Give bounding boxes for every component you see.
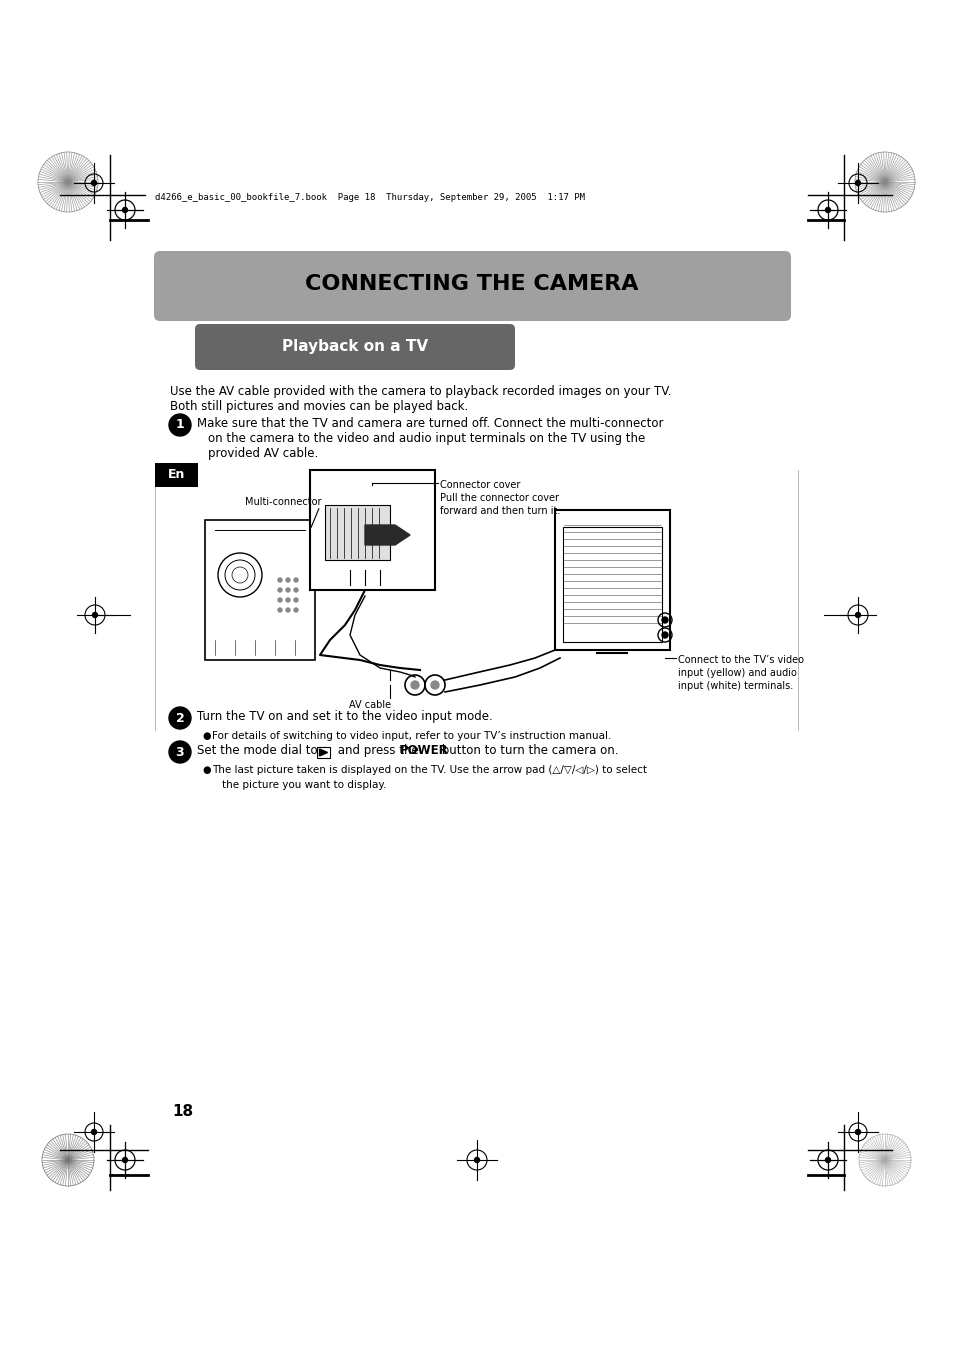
Circle shape: [474, 1158, 479, 1162]
Text: ●: ●: [202, 731, 211, 740]
Text: For details of switching to video input, refer to your TV’s instruction manual.: For details of switching to video input,…: [212, 731, 611, 740]
FancyBboxPatch shape: [153, 251, 790, 322]
Polygon shape: [365, 526, 410, 544]
Circle shape: [855, 612, 860, 617]
Bar: [310, 470, 435, 590]
Circle shape: [855, 181, 860, 185]
Circle shape: [169, 707, 191, 730]
Text: input (yellow) and audio: input (yellow) and audio: [678, 667, 796, 678]
Text: The last picture taken is displayed on the TV. Use the arrow pad (△/▽/◁/▷) to se: The last picture taken is displayed on t…: [212, 765, 646, 775]
Text: 1: 1: [175, 419, 184, 431]
Circle shape: [661, 617, 667, 623]
Text: Pull the connector cover: Pull the connector cover: [439, 493, 558, 503]
Circle shape: [824, 1158, 830, 1162]
Text: CONNECTING THE CAMERA: CONNECTING THE CAMERA: [305, 274, 639, 295]
Text: Turn the TV on and set it to the video input mode.: Turn the TV on and set it to the video i…: [196, 711, 493, 723]
Text: Both still pictures and movies can be played back.: Both still pictures and movies can be pl…: [170, 400, 468, 413]
Circle shape: [294, 598, 297, 603]
Circle shape: [277, 598, 282, 603]
Text: En: En: [168, 469, 185, 481]
Circle shape: [91, 1129, 96, 1135]
Text: Connector cover: Connector cover: [439, 480, 519, 490]
Text: 18: 18: [172, 1105, 193, 1120]
Text: Connect to the TV’s video: Connect to the TV’s video: [678, 655, 803, 665]
Text: Multi-connector: Multi-connector: [245, 497, 321, 507]
Circle shape: [286, 598, 290, 603]
Circle shape: [294, 608, 297, 612]
Circle shape: [169, 740, 191, 763]
Circle shape: [277, 608, 282, 612]
Polygon shape: [319, 748, 327, 757]
Circle shape: [169, 413, 191, 436]
Text: d4266_e_basic_00_bookfile_7.book  Page 18  Thursday, September 29, 2005  1:17 PM: d4266_e_basic_00_bookfile_7.book Page 18…: [154, 192, 584, 201]
Circle shape: [661, 632, 667, 638]
Text: Use the AV cable provided with the camera to playback recorded images on your TV: Use the AV cable provided with the camer…: [170, 385, 671, 399]
Text: input (white) terminals.: input (white) terminals.: [678, 681, 792, 690]
Bar: [555, 509, 669, 650]
Circle shape: [122, 1158, 128, 1162]
Text: POWER: POWER: [399, 744, 448, 757]
Circle shape: [286, 578, 290, 582]
Circle shape: [91, 181, 96, 185]
Circle shape: [294, 578, 297, 582]
Text: forward and then turn it.: forward and then turn it.: [439, 507, 559, 516]
Text: and press the: and press the: [334, 744, 422, 757]
Text: button to turn the camera on.: button to turn the camera on.: [437, 744, 618, 757]
Circle shape: [824, 208, 830, 212]
Text: 2: 2: [175, 712, 184, 724]
Text: AV cable: AV cable: [349, 700, 391, 711]
Circle shape: [431, 681, 438, 689]
Text: the picture you want to display.: the picture you want to display.: [222, 780, 386, 790]
FancyBboxPatch shape: [194, 324, 515, 370]
Text: provided AV cable.: provided AV cable.: [208, 447, 318, 459]
Bar: [154, 463, 198, 486]
Text: on the camera to the video and audio input terminals on the TV using the: on the camera to the video and audio inp…: [208, 432, 644, 444]
Text: Set the mode dial to: Set the mode dial to: [196, 744, 321, 757]
Bar: [562, 527, 661, 642]
Circle shape: [411, 681, 418, 689]
Circle shape: [286, 588, 290, 592]
Text: ●: ●: [202, 765, 211, 775]
Circle shape: [92, 612, 97, 617]
Circle shape: [277, 578, 282, 582]
Text: 3: 3: [175, 746, 184, 758]
Text: Playback on a TV: Playback on a TV: [282, 339, 428, 354]
Circle shape: [122, 208, 128, 212]
Circle shape: [294, 588, 297, 592]
Bar: [316, 747, 330, 758]
FancyBboxPatch shape: [205, 520, 314, 661]
Circle shape: [286, 608, 290, 612]
Circle shape: [277, 588, 282, 592]
Bar: [325, 505, 390, 561]
Circle shape: [855, 1129, 860, 1135]
Text: Make sure that the TV and camera are turned off. Connect the multi-connector: Make sure that the TV and camera are tur…: [196, 417, 662, 430]
